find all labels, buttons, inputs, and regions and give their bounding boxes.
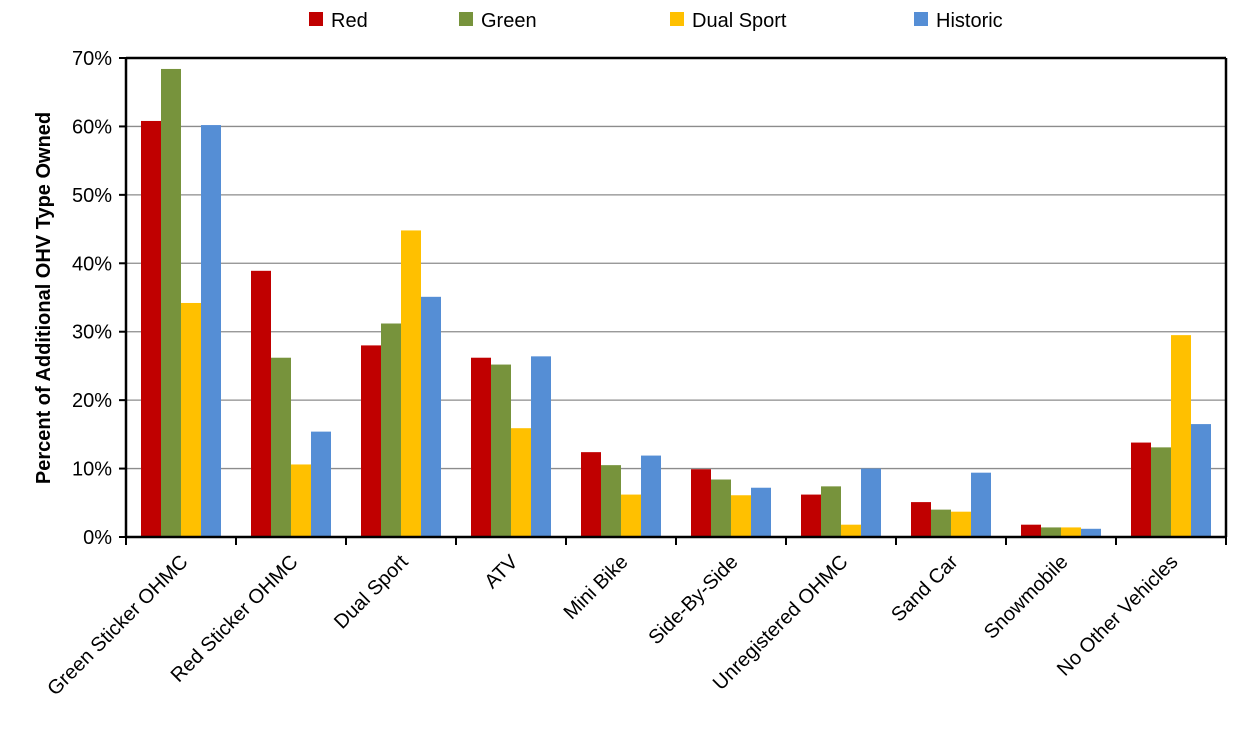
y-axis-title: Percent of Additional OHV Type Owned [33,112,55,484]
bar-dual-sport-8 [1061,527,1081,537]
bar-historic-0 [201,125,221,537]
y-tick-label-30: 30% [72,322,112,344]
legend: Red Green Dual Sport Historic [309,10,1003,32]
bar-red-8 [1021,524,1041,537]
bar-green-3 [491,364,511,537]
x-category-label-3: ATV [481,551,523,593]
x-category-label-5: Side-By-Side [644,551,742,649]
bar-red-4 [581,452,601,537]
x-category-label-7: Sand Car [887,551,963,627]
bar-red-3 [471,357,491,537]
bar-green-2 [381,323,401,537]
y-tick-labels: 0% 10% 20% 30% 40% 50% 60% 70% [72,48,112,549]
bar-historic-8 [1081,528,1101,537]
bar-historic-1 [311,431,331,537]
bar-dual-sport-3 [511,428,531,537]
bar-dual-sport-5 [731,495,751,537]
bar-green-9 [1151,447,1171,537]
bar-historic-2 [421,296,441,537]
x-category-label-0: Green Sticker OHMC [43,551,192,700]
bar-red-0 [141,120,161,537]
bar-green-4 [601,465,621,537]
bar-dual-sport-1 [291,464,311,537]
x-category-label-4: Mini Bike [560,551,633,624]
legend-label-green: Green [481,10,537,32]
legend-swatch-historic [914,12,928,26]
bar-historic-7 [971,472,991,537]
bar-historic-9 [1191,424,1211,537]
bar-historic-4 [641,455,661,537]
bar-red-1 [251,270,271,537]
legend-swatch-dual-sport [670,12,684,26]
axes [119,56,1228,545]
y-tick-label-50: 50% [72,185,112,207]
bar-red-6 [801,494,821,537]
bar-historic-6 [861,468,881,537]
bar-dual-sport-4 [621,494,641,537]
bar-green-7 [931,509,951,537]
bar-dual-sport-7 [951,511,971,537]
legend-label-dual-sport: Dual Sport [692,10,787,32]
bar-dual-sport-6 [841,524,861,537]
bar-green-6 [821,486,841,537]
y-tick-label-20: 20% [72,390,112,412]
bar-red-5 [691,469,711,537]
x-category-label-9: No Other Vehicles [1053,551,1183,681]
legend-label-historic: Historic [936,10,1003,32]
bar-green-8 [1041,527,1061,537]
legend-swatch-green [459,12,473,26]
bar-green-5 [711,479,731,537]
legend-label-red: Red [331,10,368,32]
y-tick-label-70: 70% [72,48,112,70]
bars [141,68,1211,537]
y-tick-label-0: 0% [83,527,112,549]
bar-dual-sport-0 [181,302,201,537]
bar-dual-sport-9 [1171,335,1191,537]
x-category-label-8: Snowmobile [980,551,1073,644]
bar-red-9 [1131,442,1151,537]
bar-red-2 [361,345,381,537]
y-tick-label-40: 40% [72,253,112,275]
y-tick-label-60: 60% [72,116,112,138]
bar-dual-sport-2 [401,230,421,537]
bar-green-1 [271,357,291,537]
y-tick-label-10: 10% [72,459,112,481]
bar-green-0 [161,68,181,537]
x-category-label-2: Dual Sport [330,551,413,634]
legend-swatch-red [309,12,323,26]
bar-red-7 [911,502,931,537]
bar-historic-3 [531,356,551,537]
bar-historic-5 [751,487,771,537]
